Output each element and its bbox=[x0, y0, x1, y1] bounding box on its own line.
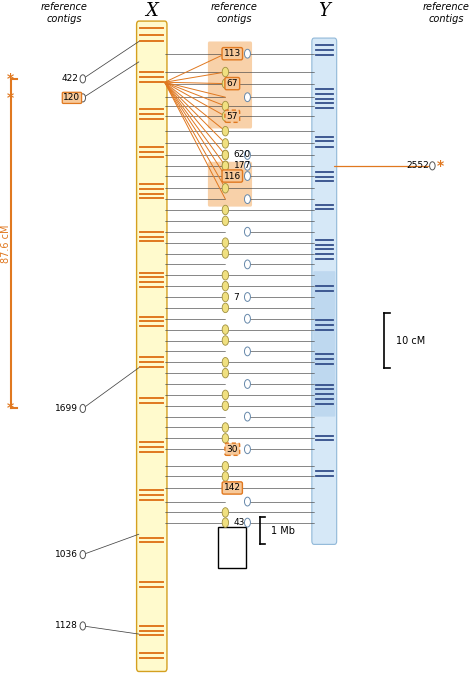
Text: 1036: 1036 bbox=[55, 550, 78, 559]
Circle shape bbox=[222, 390, 228, 400]
Circle shape bbox=[222, 472, 228, 481]
Text: 87.6 cM: 87.6 cM bbox=[1, 225, 11, 263]
Circle shape bbox=[222, 249, 228, 258]
Circle shape bbox=[222, 112, 228, 121]
Circle shape bbox=[245, 49, 250, 58]
Circle shape bbox=[222, 401, 228, 411]
Circle shape bbox=[80, 94, 85, 102]
FancyBboxPatch shape bbox=[313, 271, 335, 417]
Circle shape bbox=[222, 303, 228, 313]
Text: 43: 43 bbox=[234, 518, 245, 527]
Circle shape bbox=[222, 325, 228, 334]
FancyBboxPatch shape bbox=[208, 162, 252, 206]
FancyBboxPatch shape bbox=[208, 42, 252, 129]
Text: *: * bbox=[7, 72, 14, 86]
Circle shape bbox=[429, 162, 435, 170]
Circle shape bbox=[222, 161, 228, 171]
Circle shape bbox=[222, 518, 228, 527]
Circle shape bbox=[222, 292, 228, 302]
Text: 620: 620 bbox=[234, 151, 251, 159]
Circle shape bbox=[245, 497, 250, 506]
Circle shape bbox=[245, 195, 250, 204]
Text: 30: 30 bbox=[227, 445, 238, 454]
Circle shape bbox=[222, 139, 228, 148]
Circle shape bbox=[245, 227, 250, 236]
Circle shape bbox=[222, 358, 228, 367]
Circle shape bbox=[222, 507, 228, 517]
Circle shape bbox=[222, 161, 228, 171]
Text: 113: 113 bbox=[224, 49, 241, 58]
Circle shape bbox=[222, 79, 228, 89]
Circle shape bbox=[222, 270, 228, 280]
Circle shape bbox=[245, 347, 250, 355]
Circle shape bbox=[222, 462, 228, 471]
Text: *: * bbox=[7, 402, 14, 415]
Circle shape bbox=[80, 622, 85, 630]
Text: 177: 177 bbox=[234, 161, 251, 170]
Circle shape bbox=[222, 484, 228, 493]
Text: 1128: 1128 bbox=[55, 622, 78, 631]
Circle shape bbox=[222, 434, 228, 443]
Text: 7: 7 bbox=[234, 293, 239, 302]
Circle shape bbox=[80, 75, 85, 83]
Circle shape bbox=[245, 315, 250, 323]
Text: 10 cM: 10 cM bbox=[396, 336, 425, 345]
Text: 142: 142 bbox=[224, 484, 241, 492]
Circle shape bbox=[245, 151, 250, 159]
Text: 116: 116 bbox=[224, 172, 241, 180]
Text: *: * bbox=[437, 159, 444, 173]
FancyBboxPatch shape bbox=[219, 527, 246, 568]
Circle shape bbox=[222, 205, 228, 215]
Text: Y: Y bbox=[319, 2, 330, 20]
Circle shape bbox=[245, 445, 250, 454]
Text: reference
contigs: reference contigs bbox=[211, 2, 258, 24]
Circle shape bbox=[245, 518, 250, 527]
Circle shape bbox=[245, 93, 250, 101]
Text: 1 Mb: 1 Mb bbox=[272, 526, 295, 536]
Text: X: X bbox=[146, 2, 158, 20]
Text: 1699: 1699 bbox=[55, 404, 78, 413]
Text: 120: 120 bbox=[64, 93, 81, 102]
Text: reference
contigs: reference contigs bbox=[41, 2, 88, 24]
Circle shape bbox=[222, 67, 228, 77]
Circle shape bbox=[222, 336, 228, 345]
Text: 2552: 2552 bbox=[406, 161, 428, 170]
Circle shape bbox=[245, 412, 250, 421]
Circle shape bbox=[222, 216, 228, 225]
Circle shape bbox=[80, 550, 85, 558]
Circle shape bbox=[80, 405, 85, 413]
Text: 422: 422 bbox=[61, 74, 78, 83]
Circle shape bbox=[245, 172, 250, 180]
Circle shape bbox=[222, 127, 228, 136]
Circle shape bbox=[222, 238, 228, 247]
Circle shape bbox=[222, 368, 228, 378]
Circle shape bbox=[222, 183, 228, 193]
FancyBboxPatch shape bbox=[312, 38, 337, 544]
Circle shape bbox=[245, 293, 250, 302]
Circle shape bbox=[245, 260, 250, 269]
Text: 67: 67 bbox=[227, 79, 238, 88]
Circle shape bbox=[222, 101, 228, 111]
Circle shape bbox=[245, 161, 250, 170]
Text: reference
contigs: reference contigs bbox=[423, 2, 470, 24]
Circle shape bbox=[222, 281, 228, 291]
Text: *: * bbox=[7, 91, 14, 105]
Circle shape bbox=[245, 379, 250, 388]
Circle shape bbox=[222, 151, 228, 160]
FancyBboxPatch shape bbox=[137, 21, 167, 671]
Circle shape bbox=[222, 151, 228, 160]
Text: 57: 57 bbox=[227, 112, 238, 121]
Circle shape bbox=[222, 423, 228, 432]
